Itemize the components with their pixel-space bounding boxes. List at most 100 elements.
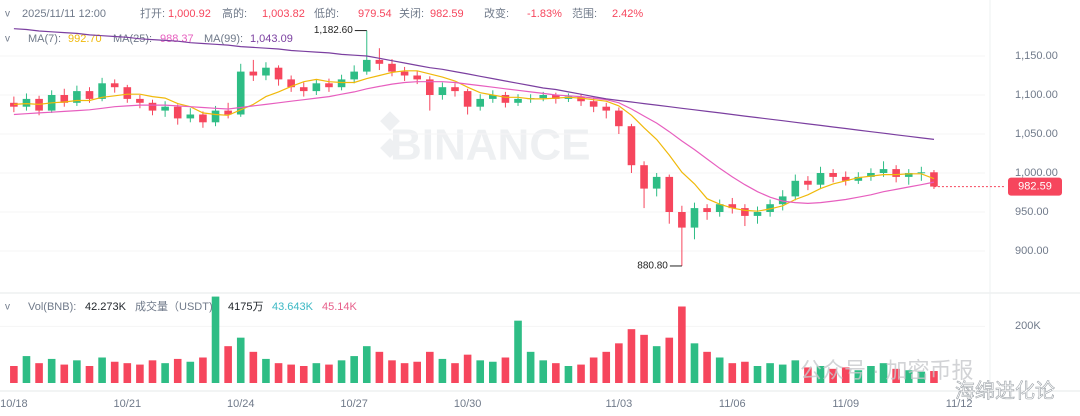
x-tick-label: 11/03 bbox=[605, 398, 632, 410]
volume-bar bbox=[262, 358, 270, 383]
volume-bar bbox=[413, 361, 421, 383]
candle-body bbox=[299, 87, 308, 92]
volume-bar bbox=[325, 364, 333, 383]
volume-bar bbox=[917, 371, 926, 383]
volume-bar bbox=[577, 364, 585, 383]
candle-body bbox=[892, 169, 900, 177]
candle-body bbox=[930, 172, 938, 187]
candle-body bbox=[10, 102, 18, 107]
volume-bar bbox=[451, 363, 459, 383]
candle-body bbox=[552, 95, 560, 99]
volume-bar bbox=[249, 351, 258, 383]
ma-legend-label: MA(7): bbox=[28, 33, 61, 45]
candle-body bbox=[652, 176, 661, 189]
annotation: 880.80 bbox=[637, 261, 668, 272]
volume-bar bbox=[463, 354, 472, 383]
candle-body bbox=[274, 67, 283, 80]
volume-legend-label: 成交量（USDT) bbox=[135, 299, 213, 313]
candle-body bbox=[867, 173, 875, 177]
x-tick-label: 10/27 bbox=[340, 398, 368, 410]
volume-bar bbox=[640, 334, 648, 383]
candle-body bbox=[791, 180, 800, 197]
volume-bar bbox=[337, 360, 346, 383]
volume-bar bbox=[350, 356, 358, 383]
candle-body bbox=[753, 212, 762, 216]
volume-ma-value: 43.643K bbox=[272, 301, 314, 313]
volume-bar bbox=[728, 363, 737, 383]
header-label: 改变: bbox=[484, 6, 509, 20]
ma-legend-value: 1,043.09 bbox=[250, 33, 293, 45]
candle-body bbox=[703, 208, 711, 212]
candle-body bbox=[22, 98, 31, 107]
volume-bar bbox=[552, 363, 560, 383]
volume-legend-value: 42.273K bbox=[85, 301, 127, 313]
candle-body bbox=[173, 106, 182, 119]
candle-body bbox=[262, 67, 270, 76]
y-tick-label: 200K bbox=[1015, 320, 1041, 332]
volume-bar bbox=[766, 363, 774, 383]
volume-bar bbox=[10, 366, 18, 383]
volume-bar bbox=[400, 363, 409, 383]
ma-legend-label: MA(25): bbox=[113, 33, 152, 45]
candle-body bbox=[60, 95, 69, 103]
header-label: 范围: bbox=[572, 6, 597, 20]
candle-body bbox=[816, 173, 825, 185]
candle-body bbox=[904, 173, 913, 177]
header-value: -1.83% bbox=[527, 8, 562, 20]
volume-bar bbox=[60, 364, 69, 383]
header-value: 1,003.82 bbox=[262, 8, 305, 20]
volume-bar bbox=[73, 360, 81, 383]
candle-body bbox=[841, 176, 850, 181]
volume-bar bbox=[829, 368, 837, 383]
volume-bar bbox=[753, 366, 762, 383]
header-value: 1,000.92 bbox=[168, 8, 211, 20]
volume-bar bbox=[715, 357, 724, 383]
volume-bar bbox=[476, 360, 485, 383]
chevron: v bbox=[5, 34, 10, 45]
volume-bar bbox=[287, 364, 295, 383]
header-value: 2.42% bbox=[612, 8, 643, 20]
header-label: 打开: bbox=[140, 6, 165, 20]
y-tick-label: 1,050.00 bbox=[1015, 128, 1058, 140]
watermark: 公众号 · 加密币报 bbox=[800, 358, 974, 383]
candle-body bbox=[362, 59, 371, 72]
volume-bar bbox=[47, 358, 56, 383]
candle-body bbox=[451, 87, 459, 92]
volume-bar bbox=[854, 370, 863, 383]
ma-legend-value: 992.70 bbox=[68, 33, 102, 45]
last-price-label: 982.59 bbox=[1018, 180, 1052, 192]
candle-body bbox=[715, 204, 724, 212]
volume-bar bbox=[615, 343, 623, 383]
ma-legend-value: 988.37 bbox=[160, 33, 194, 45]
y-tick-label: 950.00 bbox=[1015, 206, 1049, 218]
volume-bar bbox=[375, 351, 384, 383]
volume-bar bbox=[526, 351, 535, 383]
candle-body bbox=[400, 71, 409, 76]
volume-bar bbox=[110, 361, 119, 383]
candle-body bbox=[350, 71, 358, 80]
chevron: v bbox=[5, 9, 10, 20]
volume-bar bbox=[892, 368, 900, 383]
volume-bar bbox=[211, 296, 220, 383]
x-tick-label: 10/18 bbox=[0, 398, 28, 410]
volume-bar bbox=[778, 364, 787, 383]
candle-body bbox=[539, 95, 548, 99]
candle-body bbox=[110, 83, 119, 88]
volume-bar bbox=[690, 343, 699, 383]
candle-body bbox=[829, 173, 837, 177]
volume-bar bbox=[665, 337, 674, 383]
volume-bar bbox=[564, 366, 573, 383]
volume-bar bbox=[791, 360, 800, 383]
candle-body bbox=[98, 83, 106, 99]
candle-body bbox=[514, 98, 522, 103]
watermark: BINANCE bbox=[390, 121, 590, 170]
candle-body bbox=[627, 126, 636, 166]
volume-bar bbox=[539, 360, 548, 383]
volume-bar bbox=[438, 358, 447, 383]
volume-bar bbox=[85, 366, 94, 383]
candle-body bbox=[438, 87, 447, 95]
x-tick-label: 11/09 bbox=[832, 398, 859, 410]
candle-body bbox=[123, 87, 132, 99]
volume-bar bbox=[22, 356, 31, 383]
